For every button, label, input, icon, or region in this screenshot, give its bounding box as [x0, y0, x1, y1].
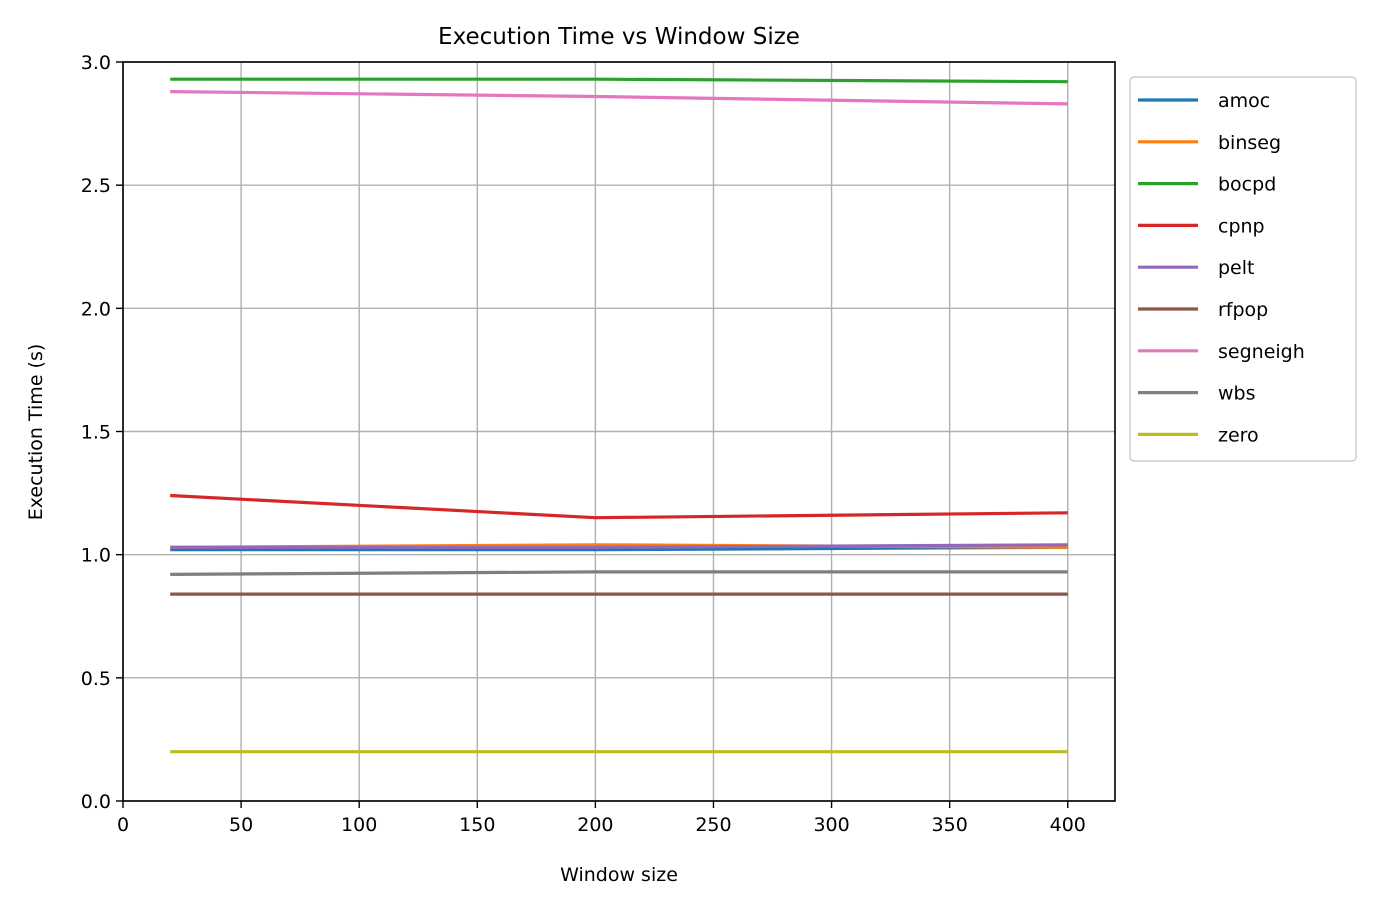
legend-label-bocpd: bocpd	[1218, 174, 1276, 196]
y-tick-label: 3.0	[81, 52, 111, 74]
legend-label-pelt: pelt	[1218, 257, 1254, 279]
legend-label-zero: zero	[1218, 424, 1259, 446]
legend-label-binseg: binseg	[1218, 132, 1281, 154]
series-line-wbs	[170, 570, 1068, 576]
series-lines	[170, 77, 1068, 754]
x-tick-label: 150	[459, 814, 495, 836]
x-tick-label: 0	[117, 814, 129, 836]
y-axis-ticks: 0.0 0.5 1.0 1.5 2.0 2.5 3.0	[81, 52, 123, 813]
legend-label-cpnp: cpnp	[1218, 215, 1265, 237]
series-line-segneigh	[170, 90, 1068, 106]
series-line-cpnp	[170, 493, 1068, 520]
x-tick-label: 350	[932, 814, 968, 836]
legend-label-segneigh: segneigh	[1218, 341, 1305, 363]
x-tick-label: 50	[229, 814, 253, 836]
legend-box	[1129, 76, 1357, 462]
y-tick-label: 0.0	[81, 791, 111, 813]
legend-label-rfpop: rfpop	[1218, 299, 1268, 321]
legend: amoc binseg bocpd cpnp pelt rfpop segneigh wbs z…	[1129, 76, 1357, 462]
x-axis-ticks: 0 50 100 150 200 250 300 350 400	[117, 801, 1086, 836]
x-tick-label: 300	[813, 814, 849, 836]
x-tick-label: 400	[1050, 814, 1086, 836]
series-line-amoc	[170, 545, 1068, 552]
y-tick-label: 2.0	[81, 298, 111, 320]
x-tick-label: 200	[577, 814, 613, 836]
series-line-bocpd	[170, 77, 1068, 84]
legend-label-amoc: amoc	[1218, 90, 1270, 112]
x-tick-label: 100	[341, 814, 377, 836]
grid	[122, 61, 1115, 802]
x-tick-label: 250	[695, 814, 731, 836]
y-tick-label: 1.0	[81, 545, 111, 567]
y-tick-label: 0.5	[81, 668, 111, 690]
legend-label-wbs: wbs	[1218, 383, 1256, 405]
chart-title: Execution Time vs Window Size	[438, 24, 800, 50]
series-line-pelt	[170, 543, 1068, 549]
y-axis-label: Execution Time (s)	[25, 344, 47, 521]
y-tick-label: 1.5	[81, 422, 111, 444]
x-axis-label: Window size	[560, 864, 678, 886]
y-tick-label: 2.5	[81, 175, 111, 197]
